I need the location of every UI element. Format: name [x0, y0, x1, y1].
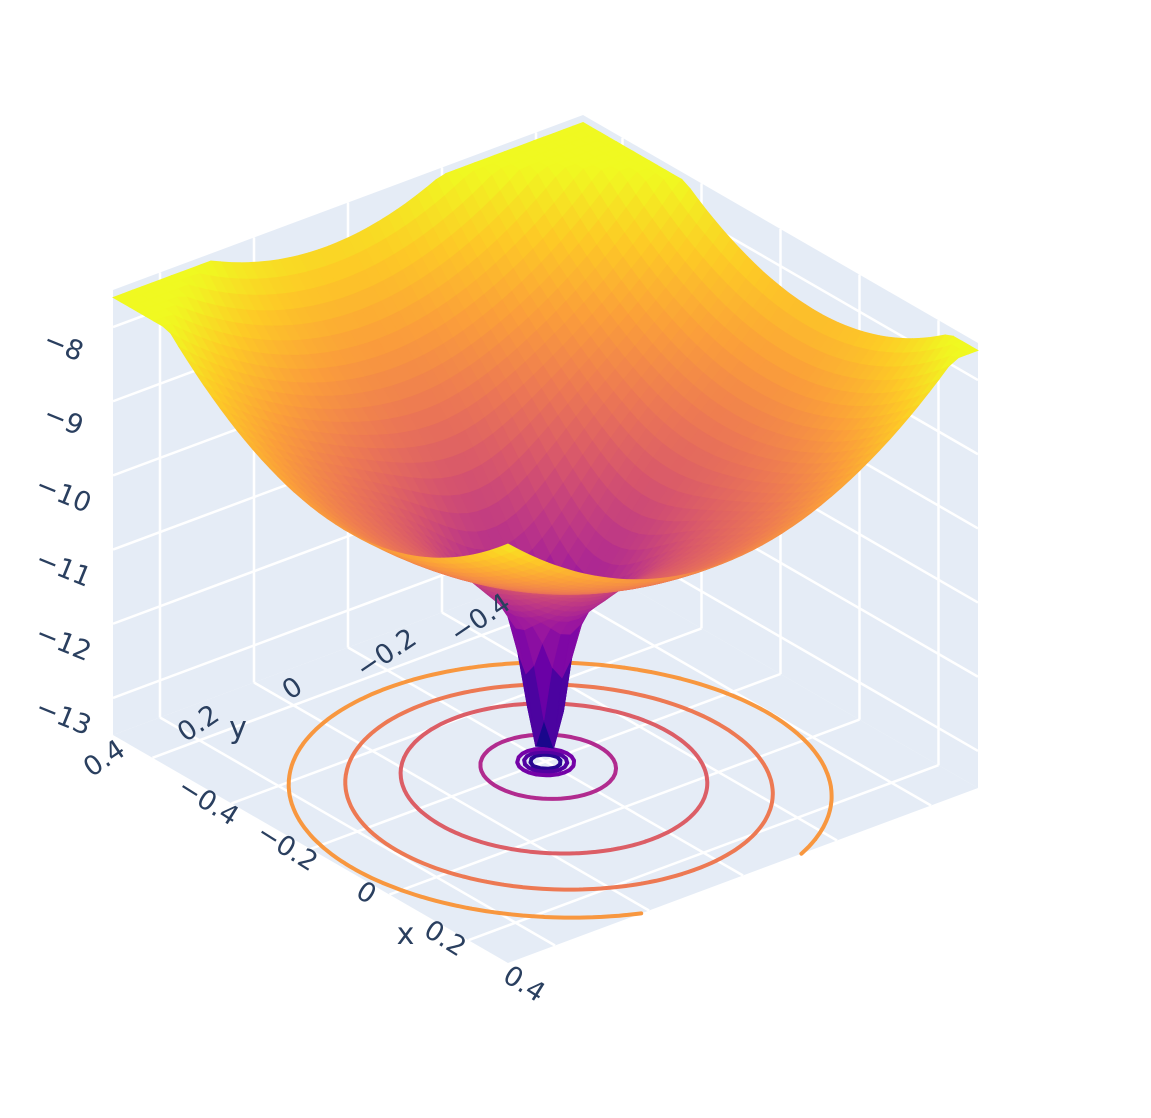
z-tick-label: −11 [31, 544, 95, 594]
axis-titles: xy [229, 711, 414, 953]
z-tick-label: −13 [31, 692, 95, 742]
contour-line [528, 752, 563, 771]
x-tick-label: 0.4 [498, 960, 551, 1009]
y-tick-label: 0.4 [78, 734, 131, 784]
y-axis-title: y [229, 711, 247, 746]
surface-mesh [112, 121, 979, 749]
z-tick-label: −8 [39, 324, 88, 368]
x-axis-title: x [397, 917, 415, 952]
surface-patch [498, 543, 519, 553]
contour-line [286, 660, 834, 920]
gridline-y-floor [347, 646, 744, 877]
x-tick-label: 0 [351, 875, 382, 910]
z-tick-label: −12 [31, 618, 95, 668]
gridline-y-floor [253, 681, 650, 912]
z-tick-label: −10 [31, 469, 95, 519]
gridline-y-floor [159, 716, 556, 947]
gridline-y-floor [535, 576, 932, 807]
contour-line [515, 746, 576, 778]
contour-line [343, 682, 775, 892]
contour-line [522, 749, 570, 774]
z-tick-label: −9 [39, 399, 88, 443]
projected-contours [286, 660, 834, 920]
